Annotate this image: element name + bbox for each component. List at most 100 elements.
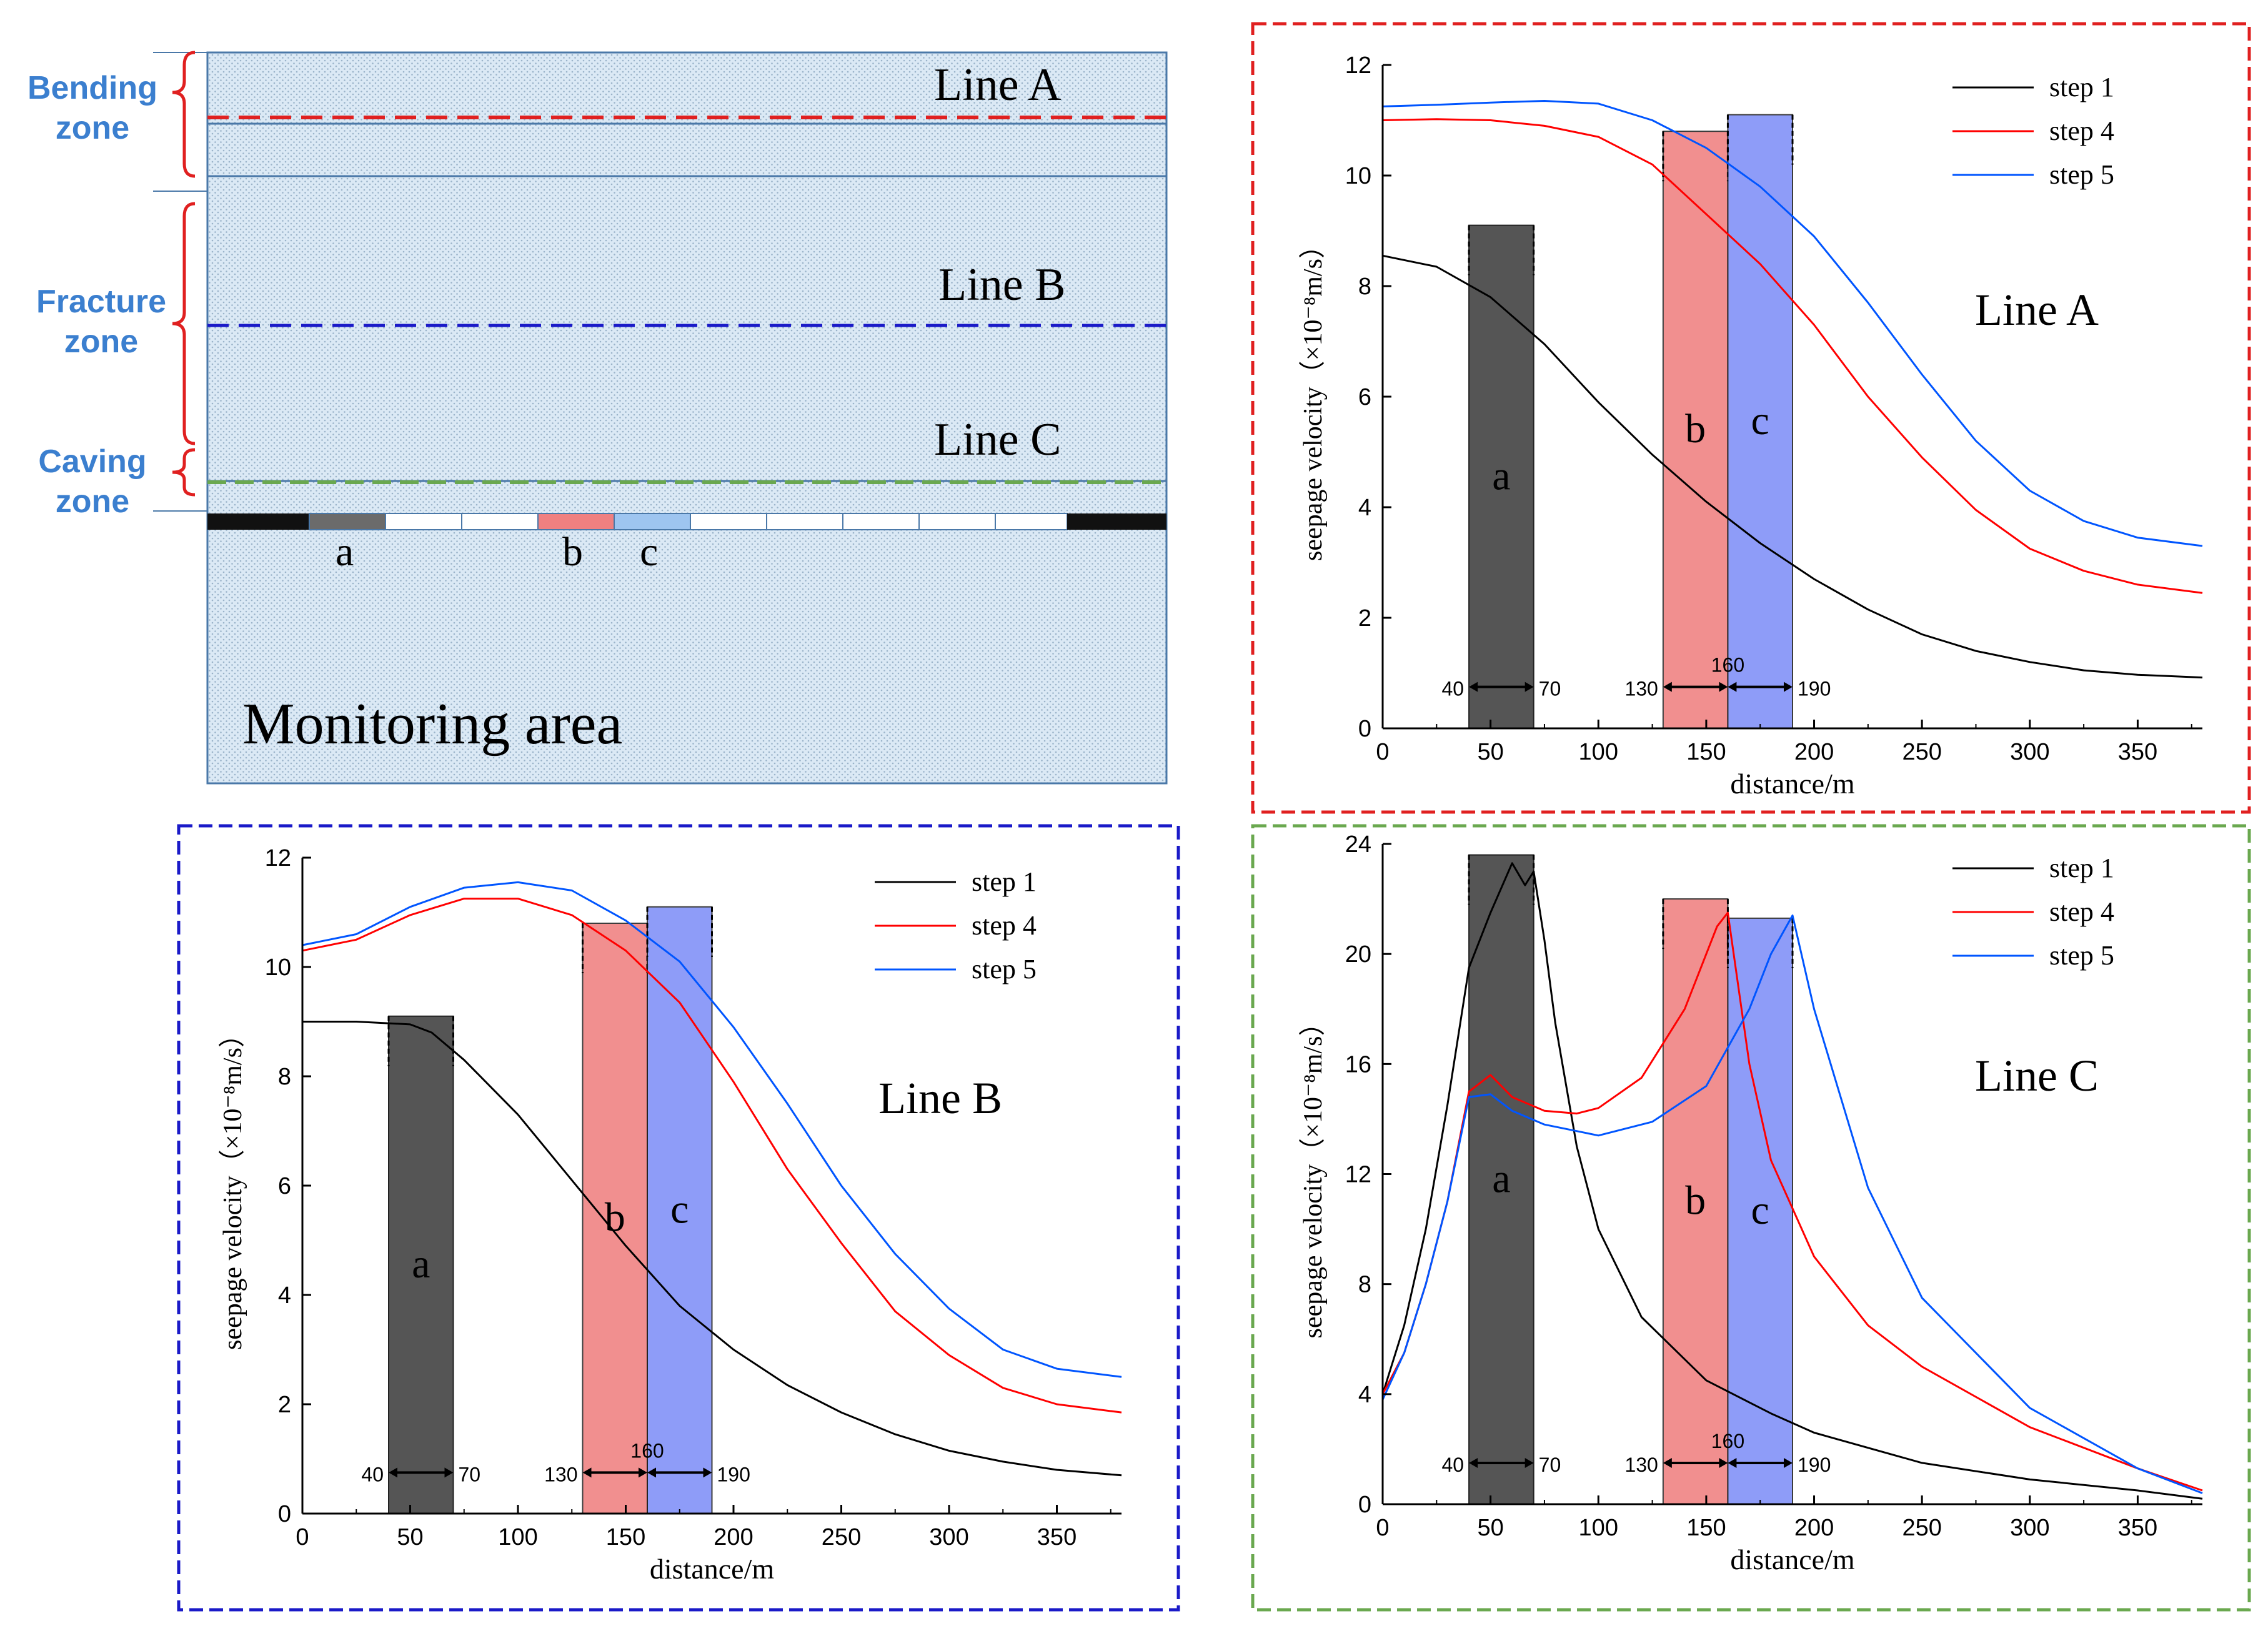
- x-tick-label: 250: [1902, 1515, 1941, 1541]
- y-tick-label: 16: [1345, 1051, 1371, 1078]
- region-label-a: a: [1492, 453, 1510, 498]
- segment-a: [309, 513, 386, 530]
- line-a-label: Line A: [934, 59, 1061, 111]
- region-label-c: c: [1751, 398, 1769, 444]
- chart-line-a: a b c 0 50 100 150 200 250 300 350 0 2 4 6 8 10 12 distanc…: [1299, 52, 2203, 800]
- y-tick-label: 10: [265, 954, 291, 981]
- region-bar-b: [582, 923, 648, 1514]
- legend-label: step 5: [2049, 159, 2114, 190]
- distance-label: 190: [717, 1463, 750, 1485]
- working-face-row: [207, 513, 1166, 530]
- region-bar-c: [1727, 114, 1794, 729]
- series-line-step-1: [302, 1021, 1122, 1477]
- y-tick-label: 4: [1358, 495, 1371, 521]
- y-tick-label: 8: [1358, 274, 1371, 300]
- x-tick-label: 300: [2010, 1515, 2049, 1541]
- region-bar-a: [388, 1015, 454, 1514]
- series-line-step-1: [1382, 254, 2203, 679]
- arrow-head: [1719, 682, 1728, 692]
- legend-label: step 5: [2049, 940, 2114, 971]
- fracture-zone-label-2: zone: [64, 324, 138, 360]
- distance-label: 130: [1624, 678, 1658, 700]
- x-tick-label: 200: [714, 1524, 753, 1550]
- x-axis-label: distance/m: [1730, 1544, 1854, 1575]
- y-tick-label: 2: [1358, 605, 1371, 632]
- x-tick-label: 0: [296, 1524, 309, 1550]
- line-c-label: Line C: [934, 414, 1061, 465]
- x-tick-label: 200: [1794, 739, 1834, 765]
- y-tick-label: 10: [1345, 163, 1371, 189]
- legend-label: step 4: [2049, 896, 2114, 927]
- arrow-head: [389, 1467, 397, 1478]
- region-bar-c: [647, 906, 713, 1514]
- legend-label: step 4: [2049, 116, 2114, 146]
- arrow-head: [444, 1467, 454, 1478]
- stratum-schematic: Line A Line B Line C a b c Monitoring ar…: [27, 51, 1168, 785]
- y-tick-label: 6: [1358, 384, 1371, 410]
- region-bar-a: [1468, 224, 1534, 729]
- x-axis-label: distance/m: [1730, 768, 1854, 800]
- y-axis-label: seepage velocity（×10⁻⁸m/s）: [1299, 1010, 1328, 1339]
- series-line-step-1: [1381, 862, 2203, 1500]
- bending-zone-brace: [172, 51, 196, 178]
- x-tick-label: 100: [1579, 1515, 1618, 1541]
- legend-label: step 1: [2049, 853, 2114, 883]
- x-tick-label: 100: [498, 1524, 537, 1550]
- line-b-label: Line B: [938, 259, 1065, 310]
- coal-pillar-right: [1067, 513, 1166, 530]
- coal-pillar-left: [207, 513, 309, 530]
- caving-zone-label-2: zone: [56, 483, 129, 520]
- arrow-head: [703, 1467, 712, 1478]
- distance-label: 160: [630, 1439, 664, 1462]
- segment-c: [614, 513, 691, 530]
- y-tick-label: 12: [1345, 1162, 1371, 1188]
- distance-label: 40: [1442, 1454, 1465, 1476]
- legend-label: step 1: [972, 866, 1037, 897]
- bending-zone-label: Bending: [27, 70, 157, 106]
- y-tick-label: 2: [278, 1392, 291, 1418]
- strata-block: [206, 51, 1168, 785]
- segment-b-label: b: [562, 529, 583, 575]
- arrow-head: [1719, 1457, 1728, 1468]
- chart-title: Line A: [1975, 285, 2099, 335]
- arrow-head: [1524, 682, 1534, 692]
- y-axis-label: seepage velocity（×10⁻⁸m/s）: [219, 1021, 247, 1350]
- chart-line-c: a b c 0 50 100 150 200 250 300 350 0 4 8 12 16 20 24 dista…: [1299, 831, 2203, 1575]
- distance-label: 190: [1798, 1454, 1831, 1476]
- y-tick-label: 0: [1358, 716, 1371, 742]
- arrow-head: [1469, 682, 1478, 692]
- face-segment: [690, 513, 767, 530]
- legend-label: step 1: [2049, 72, 2114, 102]
- caving-zone-label: Caving: [38, 444, 146, 480]
- x-tick-label: 50: [1477, 1515, 1503, 1541]
- y-tick-label: 0: [1358, 1492, 1371, 1518]
- x-tick-label: 350: [1037, 1524, 1077, 1550]
- region-label-c: c: [670, 1186, 689, 1232]
- x-tick-label: 350: [2118, 1515, 2157, 1541]
- x-tick-label: 350: [2118, 739, 2157, 765]
- chart-title: Line B: [878, 1073, 1002, 1123]
- x-tick-label: 150: [1686, 1515, 1726, 1541]
- segment-a-label: a: [336, 529, 354, 575]
- face-segment: [842, 513, 920, 530]
- region-label-c: c: [1751, 1187, 1769, 1233]
- x-tick-label: 300: [2010, 739, 2049, 765]
- arrow-head: [1728, 1457, 1737, 1468]
- legend-label: step 4: [972, 910, 1037, 941]
- arrow-head: [647, 1467, 656, 1478]
- panel-frame-line-a: [1251, 22, 2251, 814]
- series-line-step-4: [1382, 118, 2203, 594]
- distance-label: 40: [361, 1463, 384, 1485]
- y-tick-label: 12: [1345, 52, 1371, 79]
- x-axis-label: distance/m: [650, 1553, 774, 1585]
- arrow-head: [1784, 682, 1793, 692]
- y-tick-label: 8: [1358, 1272, 1371, 1298]
- series-line-step-5: [1382, 100, 2203, 547]
- x-tick-label: 300: [929, 1524, 968, 1550]
- legend-label: step 5: [972, 954, 1037, 984]
- panel-frame-line-b: [177, 824, 1180, 1612]
- y-tick-label: 24: [1345, 831, 1371, 858]
- y-tick-label: 6: [278, 1173, 291, 1199]
- region-label-a: a: [1492, 1156, 1510, 1201]
